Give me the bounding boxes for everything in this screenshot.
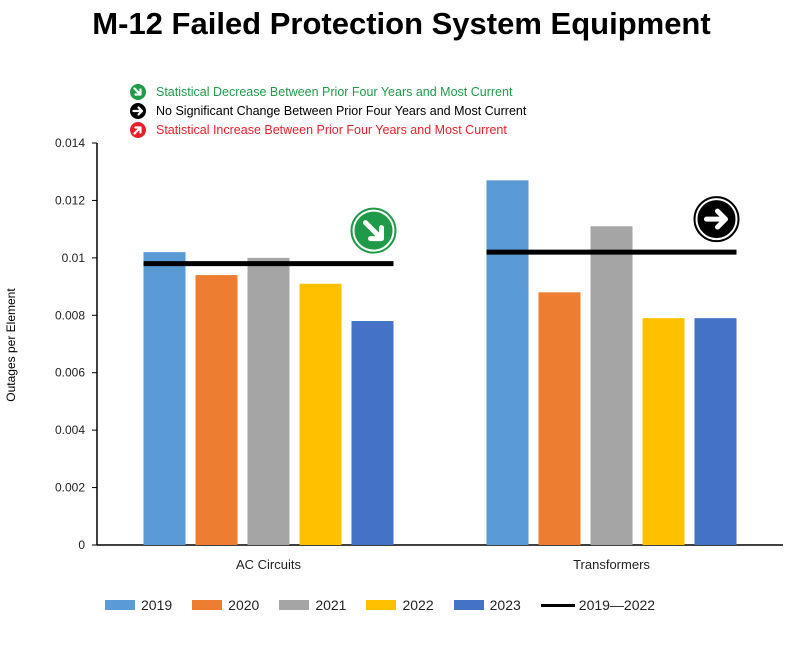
legend-label-2022: 2022 [402, 597, 434, 613]
trend-legend-nochange: No Significant Change Between Prior Four… [128, 101, 526, 120]
bar-2023-transformers [694, 318, 737, 545]
bar-2020-ac-circuits [195, 275, 238, 545]
legend-item-2020: 2020 [192, 597, 259, 613]
arrow-right-icon [128, 102, 148, 120]
legend-label-reference: 2019—2022 [578, 597, 656, 613]
legend-swatch-2019 [105, 600, 135, 610]
y-tick-label: 0.014 [55, 136, 85, 150]
bar-2020-transformers [538, 292, 581, 545]
legend-item-2021: 2021 [279, 597, 346, 613]
series-legend: 2019 2020 2021 2022 2023 2019—2022 [105, 597, 675, 613]
bar-2023-ac-circuits [351, 321, 394, 545]
legend-label-2019: 2019 [141, 597, 173, 613]
trend-legend-nochange-label: No Significant Change Between Prior Four… [156, 103, 527, 118]
y-tick-label: 0.008 [55, 308, 85, 322]
arrow-up-right-icon [128, 121, 148, 139]
trend-legend-decrease: Statistical Decrease Between Prior Four … [128, 82, 526, 101]
x-category-label: AC Circuits [236, 557, 302, 572]
trend-legend-increase-label: Statistical Increase Between Prior Four … [156, 122, 507, 137]
legend-swatch-2020 [192, 600, 223, 610]
bar-2019-transformers [486, 180, 529, 546]
arrow-down-right-icon [350, 207, 397, 254]
legend-swatch-2023 [453, 600, 484, 610]
legend-line-reference [540, 603, 575, 607]
legend-label-2023: 2023 [489, 597, 521, 613]
bar-2022-ac-circuits [299, 283, 342, 545]
trend-legend-increase: Statistical Increase Between Prior Four … [128, 120, 526, 139]
legend-item-2019: 2019 [105, 597, 172, 613]
bar-2021-transformers [590, 226, 633, 545]
y-tick-label: 0 [78, 538, 85, 552]
y-tick-label: 0.002 [55, 481, 85, 495]
legend-swatch-2022 [366, 600, 397, 610]
legend-item-reference: 2019—2022 [540, 597, 656, 613]
bar-2019-ac-circuits [143, 252, 186, 545]
legend-label-2020: 2020 [228, 597, 260, 613]
trend-legend: Statistical Decrease Between Prior Four … [128, 82, 526, 139]
trend-legend-decrease-label: Statistical Decrease Between Prior Four … [156, 84, 513, 99]
legend-item-2023: 2023 [453, 597, 521, 613]
chart-title: M-12 Failed Protection System Equipment [92, 6, 711, 41]
legend-label-2021: 2021 [315, 597, 347, 613]
arrow-right-icon [693, 196, 740, 243]
legend-swatch-2021 [279, 600, 310, 610]
legend-item-2022: 2022 [366, 597, 434, 613]
x-category-label: Transformers [573, 557, 650, 572]
bar-2022-transformers [642, 318, 685, 545]
y-tick-label: 0.004 [55, 423, 85, 437]
bar-2021-ac-circuits [247, 257, 290, 545]
y-tick-label: 0.01 [62, 251, 86, 265]
arrow-down-right-icon [128, 83, 148, 101]
y-tick-label: 0.012 [55, 193, 85, 207]
y-tick-label: 0.006 [55, 366, 85, 380]
